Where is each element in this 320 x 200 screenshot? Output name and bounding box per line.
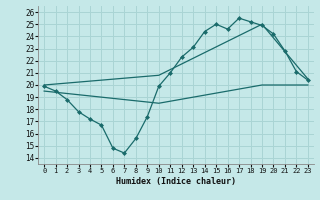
X-axis label: Humidex (Indice chaleur): Humidex (Indice chaleur) — [116, 177, 236, 186]
